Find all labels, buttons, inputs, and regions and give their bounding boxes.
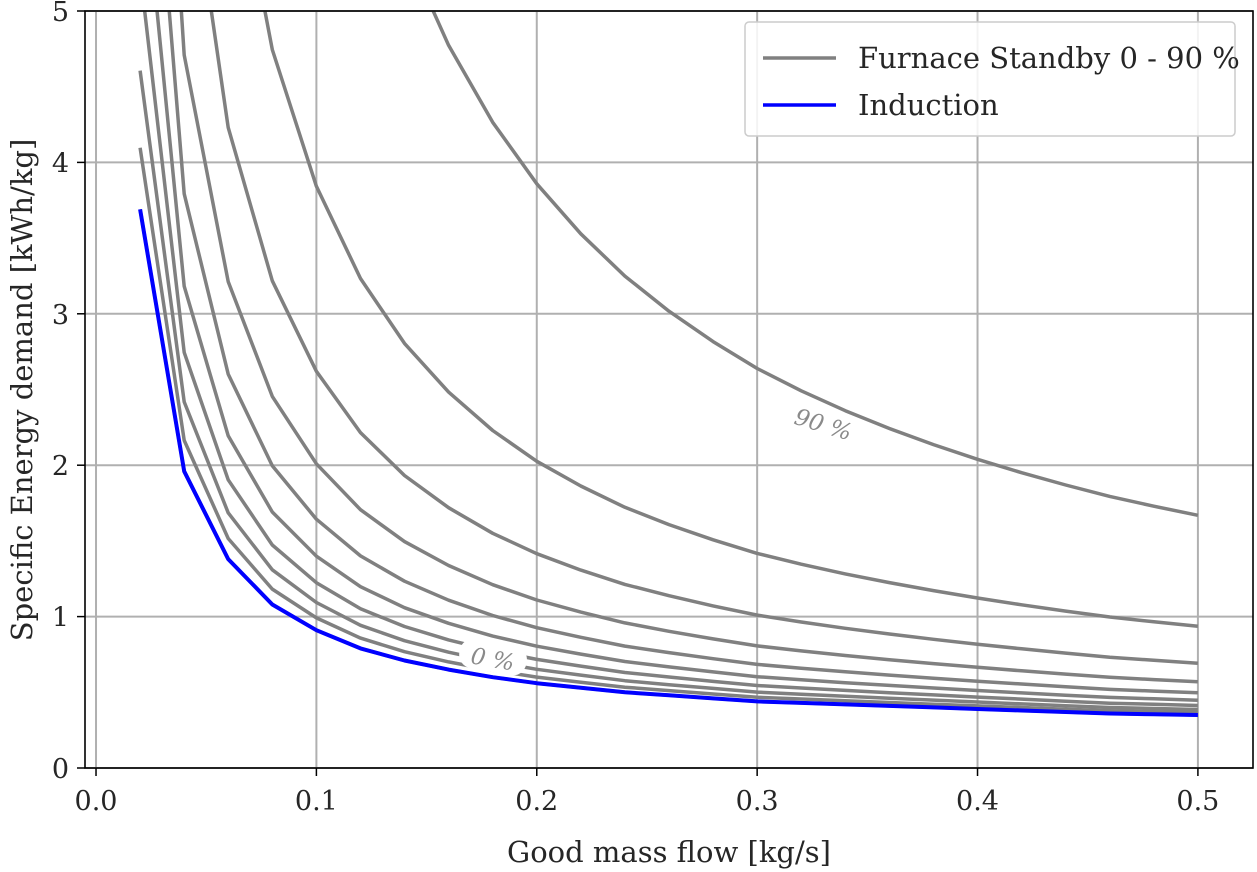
y-axis-label: Specific Energy demand [kWh/kg]	[5, 139, 39, 642]
x-axis-label: Good mass flow [kg/s]	[507, 835, 831, 869]
x-tick-label: 0.1	[295, 786, 338, 817]
x-tick-label: 0.4	[956, 786, 999, 817]
furnace-series-90	[431, 11, 1199, 518]
x-tick-label: 0.2	[515, 786, 558, 817]
furnace-series-0	[138, 209, 1198, 717]
furnace-series-70	[209, 11, 1199, 665]
annotation-bg	[790, 401, 858, 444]
x-tick-label: 0.0	[75, 786, 118, 817]
annotations: 90 % 0 %	[459, 401, 858, 677]
plot-area-frame	[84, 10, 1254, 769]
furnace-series-80	[263, 11, 1199, 628]
ticks: 0.0 0.1 0.2 0.3 0.4 0.5 0 1 2 3 4 5	[52, 0, 1220, 817]
y-tick-label: 0	[52, 754, 69, 785]
legend-label-furnace: Furnace Standby 0 - 90 %	[858, 41, 1240, 75]
series-lines	[138, 11, 1199, 717]
furnace-series-60	[179, 11, 1198, 684]
y-tick-label: 1	[52, 603, 69, 634]
furnace-series-50	[167, 11, 1198, 695]
legend-label-induction: Induction	[858, 88, 999, 122]
y-tick-label: 3	[52, 300, 69, 331]
y-tick-label: 4	[52, 148, 69, 179]
induction-series	[138, 208, 1198, 717]
series-annotation: 0 %	[459, 638, 527, 677]
y-tick-label: 5	[52, 0, 69, 28]
legend: Furnace Standby 0 - 90 % Induction	[744, 21, 1240, 137]
furnace-series-40	[155, 11, 1198, 702]
furnace-series-20	[138, 70, 1198, 712]
furnace-series-10	[138, 147, 1198, 715]
x-tick-label: 0.3	[736, 786, 779, 817]
y-tick-label: 2	[52, 451, 69, 482]
furnace-series-30	[142, 11, 1198, 708]
legend-box	[744, 21, 1236, 137]
series-group	[138, 11, 1199, 717]
series-annotation: 90 %	[790, 401, 858, 446]
x-tick-label: 0.5	[1176, 786, 1219, 817]
annotation-bg	[459, 638, 527, 676]
